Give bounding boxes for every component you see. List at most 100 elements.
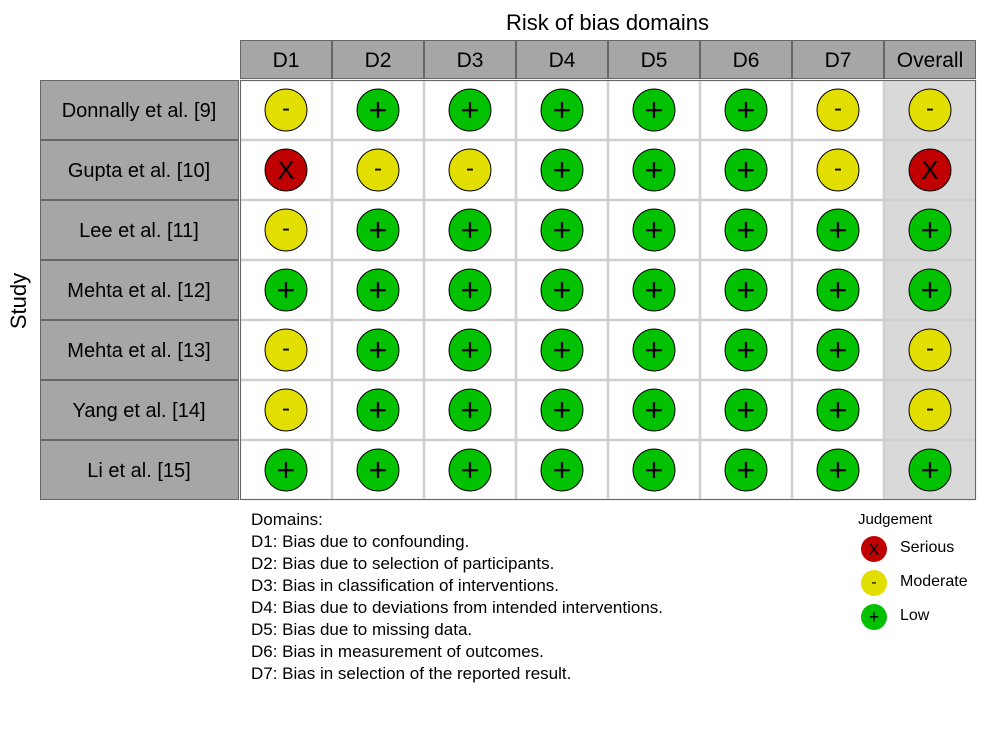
- judgement-symbol: -: [282, 95, 290, 122]
- judgement-marker-low: [356, 208, 400, 252]
- study-label-cell: [40, 260, 239, 320]
- judgement-marker-low: [448, 328, 492, 372]
- judgement-marker-low: [816, 328, 860, 372]
- study-label: Lee et al. [11]: [79, 220, 199, 242]
- judgement-marker-moderate: [908, 328, 952, 372]
- judgement-symbol: +: [737, 152, 756, 188]
- column-header-cell: [424, 40, 516, 79]
- column-header-label: D1: [273, 49, 300, 72]
- legend-marker: X: [861, 536, 887, 562]
- judgement-marker-low: [540, 88, 584, 132]
- judgement-symbol: X: [277, 155, 294, 185]
- study-label-cell: [40, 200, 239, 260]
- judgement-marker-low: [724, 268, 768, 312]
- judgement-symbol: +: [737, 92, 756, 128]
- column-header-cell: [792, 40, 884, 79]
- judgement-symbol: +: [461, 332, 480, 368]
- legend-marker: +: [861, 604, 887, 630]
- domain-description: D7: Bias in selection of the reported re…: [251, 664, 572, 683]
- legend-marker-circle: [861, 570, 887, 596]
- legend-marker-symbol: +: [869, 607, 880, 627]
- judgement-symbol: +: [829, 332, 848, 368]
- judgement-symbol: +: [553, 332, 572, 368]
- judgement-marker-low: [908, 208, 952, 252]
- column-header-label: D7: [825, 49, 852, 72]
- judgement-marker-low: [356, 328, 400, 372]
- domain-description: D2: Bias due to selection of participant…: [251, 554, 555, 573]
- column-header-cell: [700, 40, 792, 79]
- domains-heading: Domains:: [251, 510, 323, 529]
- domain-descriptions: Domains: D1: Bias due to confounding. D2…: [251, 509, 663, 685]
- judgement-marker-moderate: [264, 388, 308, 432]
- judgement-symbol: +: [737, 392, 756, 428]
- domain-description: D5: Bias due to missing data.: [251, 620, 473, 639]
- judgement-symbol: +: [461, 272, 480, 308]
- judgement-marker-moderate: [264, 208, 308, 252]
- judgement-marker-low: [448, 88, 492, 132]
- study-label-cell: [40, 140, 239, 200]
- judgement-marker-moderate: [816, 148, 860, 192]
- legend-marker-symbol: X: [869, 542, 880, 559]
- judgement-symbol: +: [553, 392, 572, 428]
- study-label-cell: [40, 380, 239, 440]
- study-label-cell: [40, 320, 239, 380]
- judgement-symbol: +: [737, 272, 756, 308]
- judgement-marker-low: [540, 208, 584, 252]
- judgement-marker-low: [356, 268, 400, 312]
- judgement-symbol: +: [369, 272, 388, 308]
- judgement-marker-low: [632, 148, 676, 192]
- study-label: Mehta et al. [12]: [67, 280, 210, 302]
- judgement-symbol: +: [645, 332, 664, 368]
- legend-marker-symbol: -: [871, 574, 876, 591]
- legend-label: Serious: [900, 539, 955, 556]
- column-header-label: D3: [457, 49, 484, 72]
- judgement-marker-low: [724, 148, 768, 192]
- judgement-marker-serious: [908, 148, 952, 192]
- study-label-cell: [40, 440, 239, 500]
- judgement-symbol: +: [277, 272, 296, 308]
- judgement-symbol: -: [834, 95, 842, 122]
- judgement-marker-low: [448, 208, 492, 252]
- judgement-symbol: +: [645, 152, 664, 188]
- judgement-symbol: X: [921, 155, 938, 185]
- judgement-marker-low: [448, 448, 492, 492]
- judgement-marker-low: [356, 388, 400, 432]
- judgement-symbol: +: [921, 272, 940, 308]
- judgement-symbol: +: [553, 152, 572, 188]
- judgement-symbol: +: [277, 452, 296, 488]
- judgement-marker-low: [724, 88, 768, 132]
- judgement-marker-low: [724, 388, 768, 432]
- study-label: Gupta et al. [10]: [68, 160, 210, 182]
- judgement-symbol: -: [282, 395, 290, 422]
- column-header-cell: [516, 40, 608, 79]
- judgement-symbol: +: [553, 92, 572, 128]
- judgement-marker-moderate: [908, 388, 952, 432]
- judgement-symbol: +: [553, 452, 572, 488]
- domain-description: D4: Bias due to deviations from intended…: [251, 598, 664, 617]
- judgement-marker-moderate: [908, 88, 952, 132]
- judgement-marker-low: [632, 328, 676, 372]
- judgement-marker-low: [816, 208, 860, 252]
- column-header-label: D6: [733, 49, 760, 72]
- column-header-cell: [608, 40, 700, 79]
- grid-border: [240, 80, 976, 500]
- judgement-symbol: +: [737, 452, 756, 488]
- judgement-symbol: -: [374, 155, 382, 182]
- judgement-marker-moderate: [264, 328, 308, 372]
- legend-item-moderate: - Moderate: [848, 565, 968, 599]
- judgement-marker-low: [264, 448, 308, 492]
- column-header-label: D5: [641, 49, 668, 72]
- column-header-label: D4: [549, 49, 576, 72]
- judgement-marker-low: [448, 388, 492, 432]
- study-label: Donnally et al. [9]: [62, 100, 217, 122]
- traffic-light-grid: D1 D2 D3 D4 D5 D6 D7 Overall Donnally et al. [9]…: [40, 40, 977, 501]
- judgement-marker-low: [724, 328, 768, 372]
- judgement-marker-low: [816, 448, 860, 492]
- judgement-symbol: +: [461, 92, 480, 128]
- chart-title: Risk of bias domains: [506, 10, 709, 35]
- judgement-marker-low: [448, 268, 492, 312]
- judgement-symbol: +: [553, 212, 572, 248]
- judgement-symbol: +: [461, 212, 480, 248]
- judgement-symbol: -: [282, 335, 290, 362]
- legend-marker-circle: [861, 604, 887, 630]
